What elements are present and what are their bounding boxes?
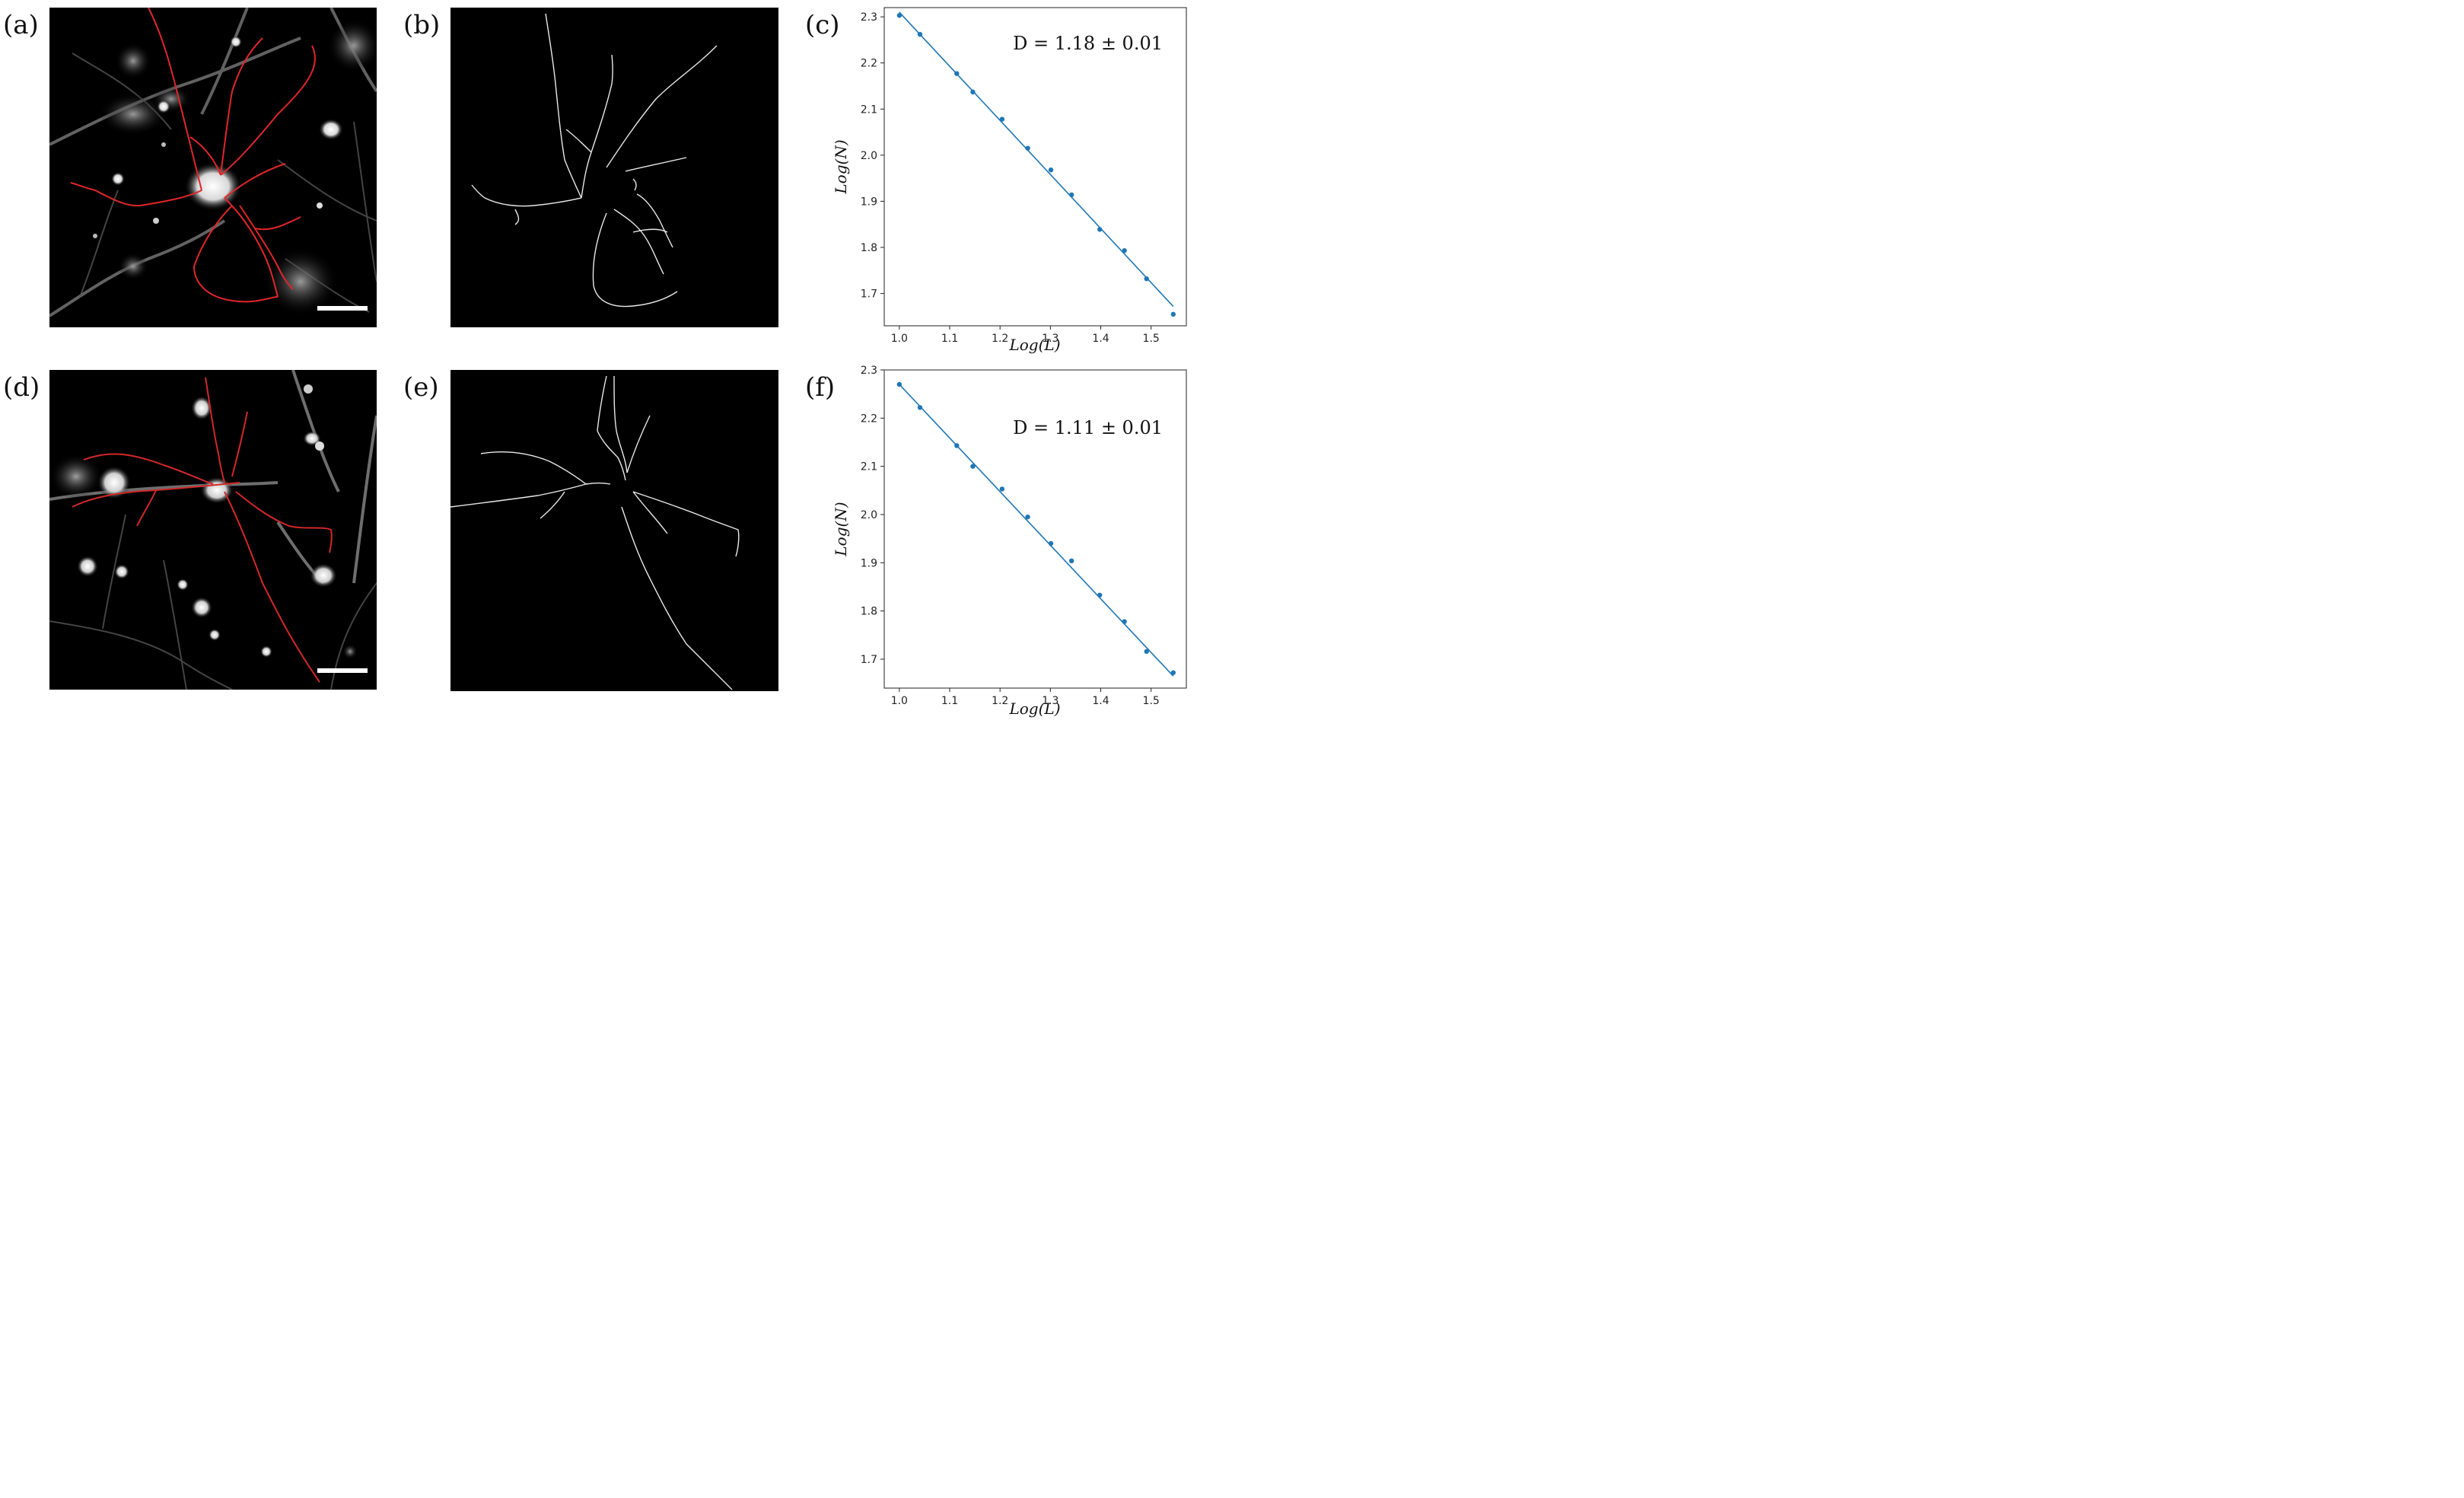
y-tick-label: 1.7 — [861, 654, 877, 666]
data-point — [917, 31, 923, 37]
plot-c-ylabel: Log(N) — [832, 139, 850, 194]
micrograph-a-image — [49, 8, 377, 317]
y-tick-label: 1.8 — [861, 242, 877, 254]
y-tick-label: 2.1 — [861, 104, 877, 116]
plot-f-ylabel: Log(N) — [832, 502, 850, 556]
data-point — [917, 405, 923, 410]
x-tick-label: 1.4 — [1092, 333, 1109, 345]
data-point — [954, 443, 960, 448]
micrograph-panel-a — [49, 8, 377, 327]
y-tick-label: 1.7 — [861, 288, 877, 301]
plot-f-svg: 1.0 1.1 1.2 1.3 1.4 1.51.71.81.92.02.12.22.3 … — [832, 365, 1187, 718]
y-tick-label: 1.8 — [861, 606, 877, 618]
skeleton-b-image — [471, 13, 718, 308]
x-tick-label: 1.5 — [1143, 333, 1160, 345]
plot-f-marks: 1.0 1.1 1.2 1.3 1.4 1.5 1.7 1.8 1.9 2.0 2.1 2.2 2.3 — [861, 365, 1176, 707]
scale-bar-d — [317, 668, 368, 673]
y-tick-label: 1.9 — [861, 196, 877, 208]
skeleton-panel-e — [450, 370, 778, 691]
fit-line — [899, 11, 1174, 308]
plot-c-svg: 1.0 1.1 1.2 1.3 1.4 1.51.71.81.92.02.12.22.3 … — [832, 7, 1187, 354]
micrograph-panel-d — [49, 370, 377, 690]
micrograph-d-image — [49, 370, 377, 690]
data-point — [896, 13, 903, 18]
data-point — [1068, 558, 1074, 563]
panel-label-a: (a) — [3, 10, 39, 40]
x-tick-label: 1.2 — [992, 333, 1008, 345]
data-point — [1068, 192, 1074, 198]
data-point — [1122, 248, 1127, 253]
plot-c-frame — [883, 7, 1187, 327]
data-point — [970, 89, 976, 95]
y-tick-label: 2.0 — [861, 509, 877, 521]
plot-c-annotation: D = 1.18 ± 0.01 — [1013, 33, 1163, 54]
data-point — [1025, 145, 1030, 151]
y-tick-label: 2.0 — [861, 150, 877, 162]
y-tick-label: 2.3 — [861, 11, 877, 24]
y-tick-label: 2.3 — [861, 365, 877, 377]
plot-c-xlabel: Log(L) — [1008, 336, 1060, 354]
panel-label-b: (b) — [403, 10, 441, 40]
plot-f-frame — [883, 369, 1187, 689]
data-point — [1048, 540, 1054, 547]
x-tick-label: 1.3 — [1042, 695, 1059, 707]
y-tick-label: 2.2 — [861, 413, 877, 425]
data-point — [1025, 514, 1030, 520]
plot-f-annotation: D = 1.11 ± 0.01 — [1013, 417, 1163, 438]
panel-label-f: (f) — [805, 372, 836, 403]
data-point — [1144, 649, 1149, 655]
data-point — [1170, 311, 1176, 317]
x-tick-label: 1.4 — [1092, 695, 1109, 707]
fit-line — [899, 384, 1174, 677]
plot-c: 1.0 1.1 1.2 1.3 1.4 1.5 1.7 1.8 1.9 2.0 2.1 2.2 2.3 … — [807, 0, 1192, 362]
data-point — [1048, 167, 1054, 173]
x-tick-label: 1.2 — [992, 695, 1008, 707]
y-tick-label: 2.2 — [861, 58, 877, 70]
skeleton-e-image — [450, 375, 740, 690]
y-tick-label: 1.9 — [861, 557, 877, 569]
x-tick-label: 1.1 — [941, 695, 958, 707]
x-tick-label: 1.5 — [1143, 695, 1160, 707]
plot-f-xlabel: Log(L) — [1008, 700, 1060, 718]
data-point — [1097, 227, 1103, 232]
x-tick-label: 1.0 — [891, 695, 908, 707]
skeleton-panel-b — [450, 8, 778, 327]
panel-label-c: (c) — [805, 10, 840, 40]
plot-c-marks: 1.0 1.1 1.2 1.3 1.4 1.5 1.7 1.8 1.9 2.0 2.1 2.2 2.3 — [861, 11, 1176, 345]
data-point — [999, 116, 1005, 122]
data-point — [1170, 670, 1176, 675]
panel-label-e: (e) — [403, 372, 439, 403]
panel-label-d: (d) — [3, 372, 40, 403]
x-tick-label: 1.0 — [891, 333, 908, 345]
y-tick-label: 2.1 — [861, 461, 877, 473]
data-point — [1097, 592, 1103, 598]
data-point — [999, 486, 1005, 492]
data-point — [970, 464, 976, 469]
x-tick-label: 1.3 — [1042, 333, 1059, 345]
data-point — [1122, 619, 1127, 624]
x-tick-label: 1.1 — [941, 333, 958, 345]
red-tracing-a — [70, 8, 316, 303]
scale-bar-a — [317, 306, 368, 311]
plot-f: 1.0 1.1 1.2 1.3 1.4 1.5 1.7 1.8 1.9 2.0 2.1 2.2 2.3 … — [807, 362, 1192, 724]
data-point — [1144, 276, 1149, 282]
data-point — [954, 71, 960, 76]
red-tracing-d — [72, 377, 333, 683]
data-point — [896, 381, 903, 387]
